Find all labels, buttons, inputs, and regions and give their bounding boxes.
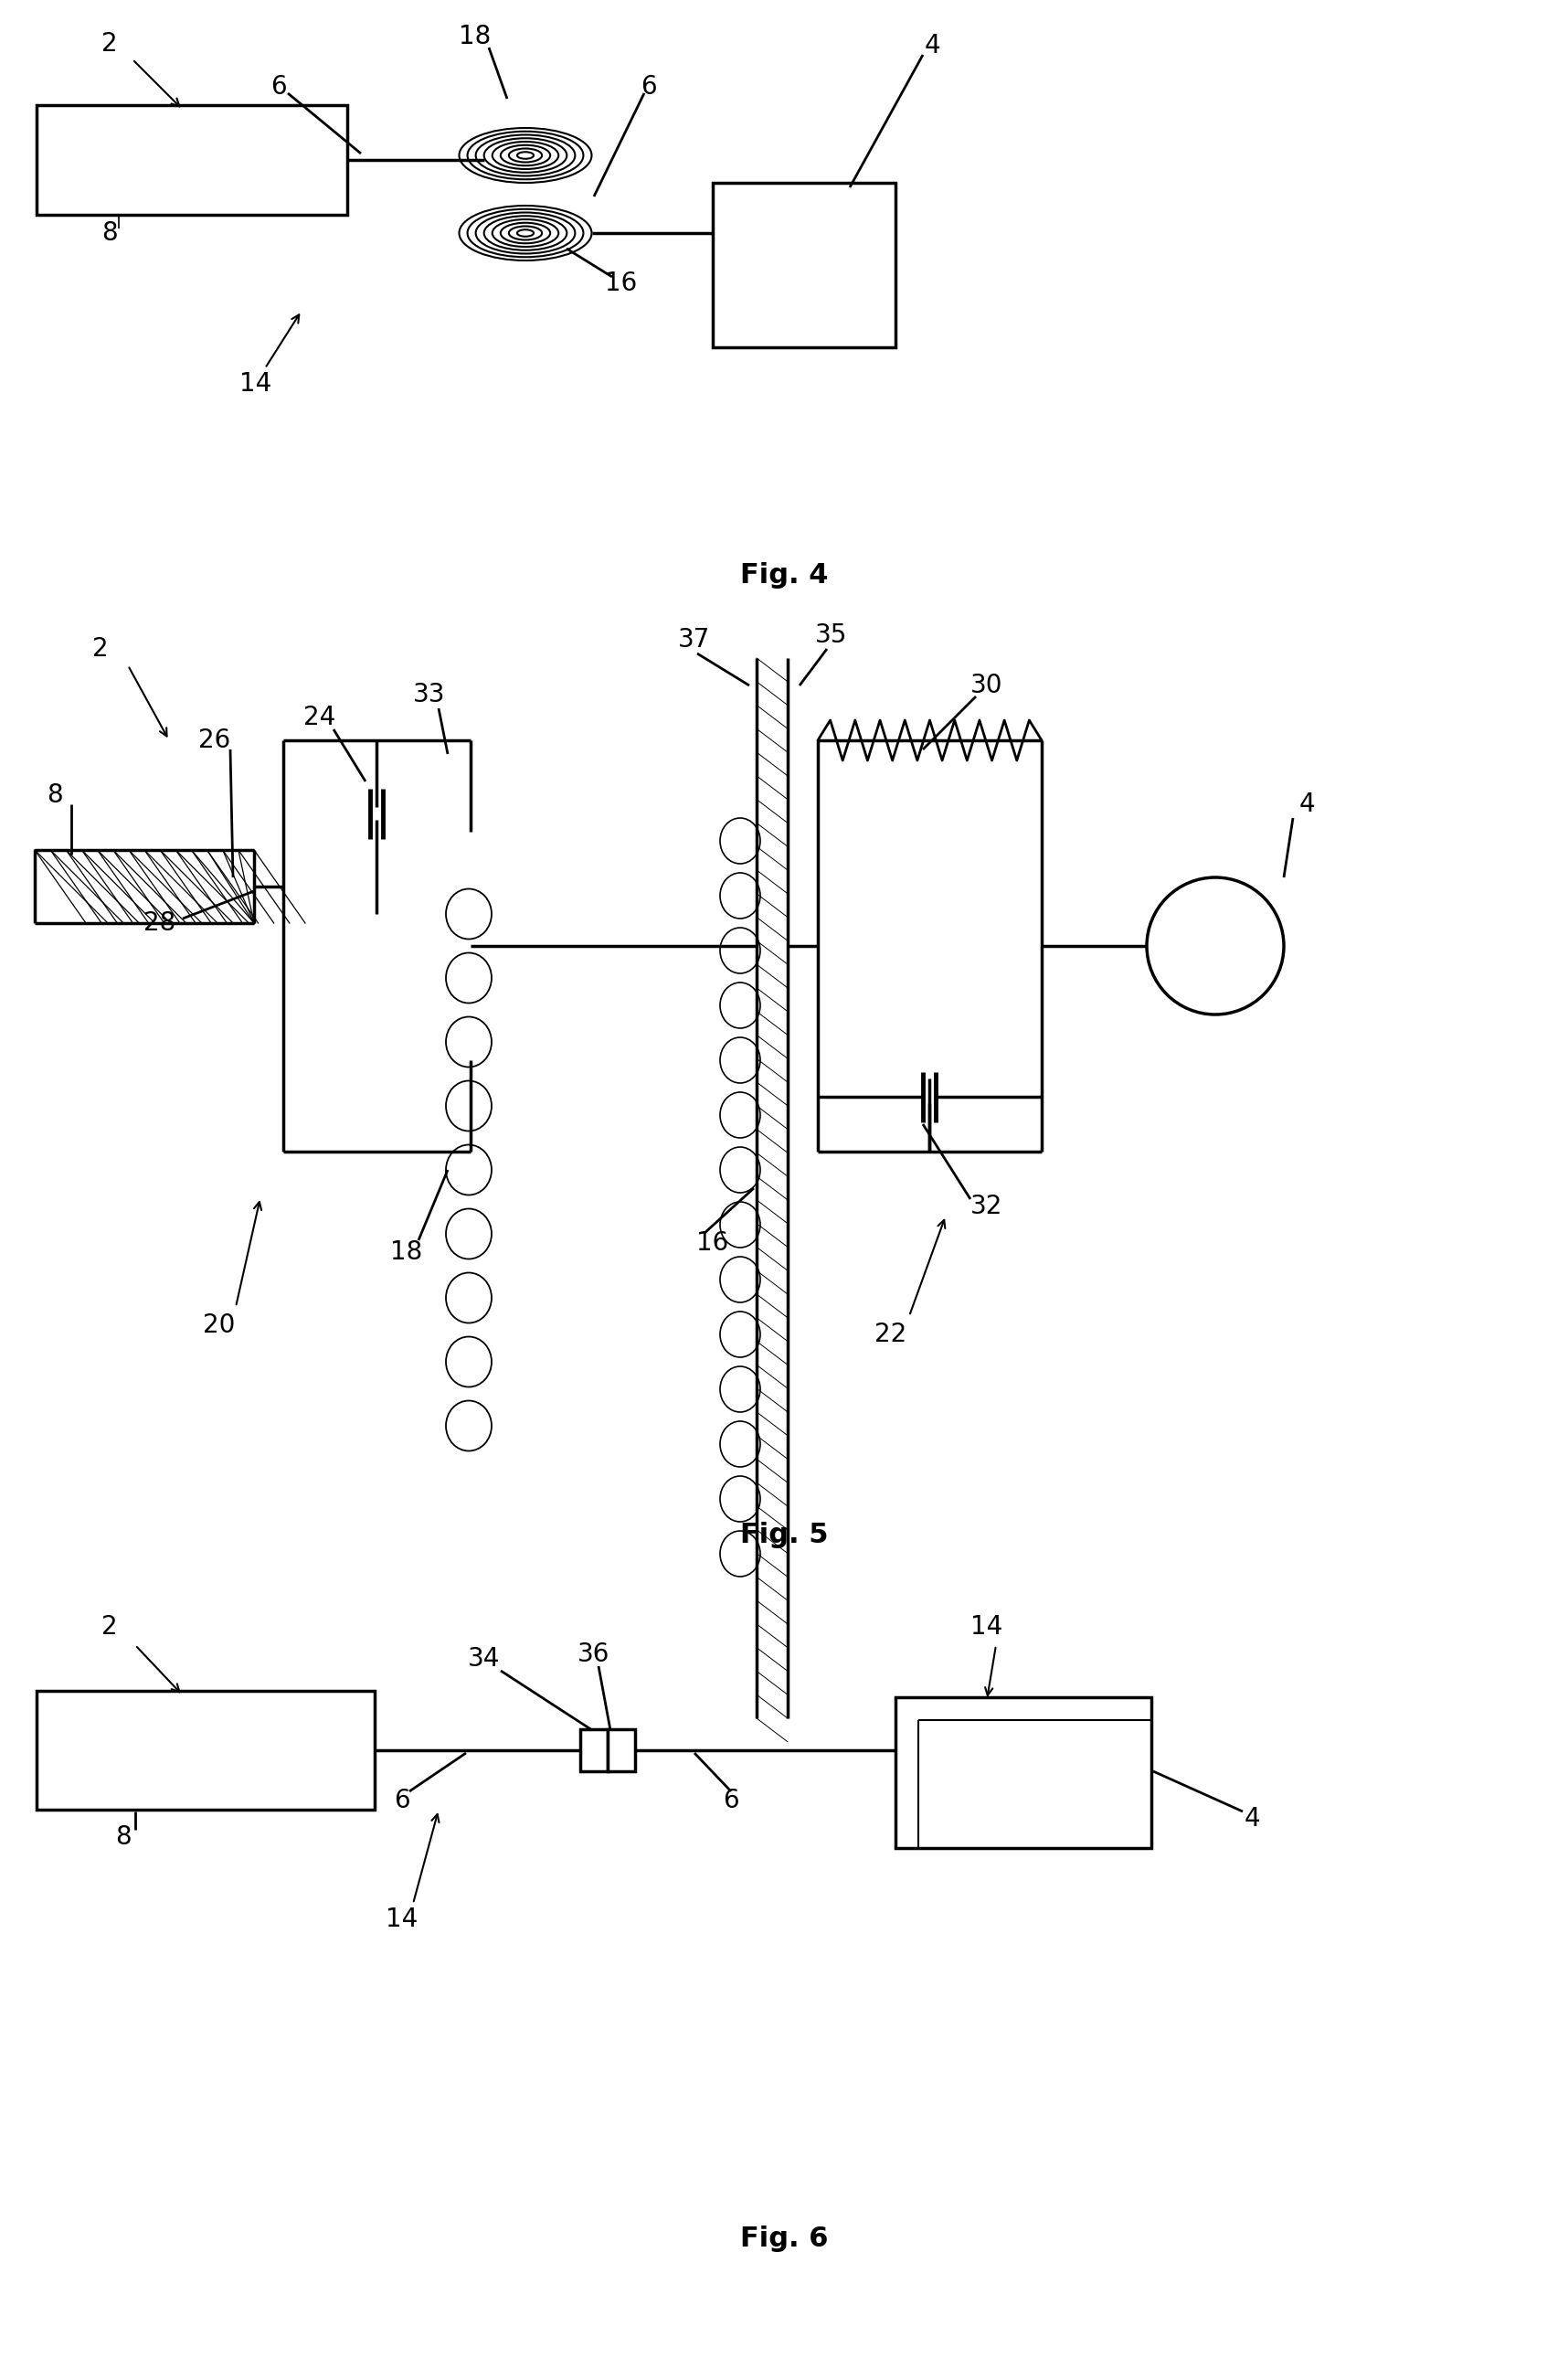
Bar [36, 104, 347, 216]
Text: 14: 14 [386, 1907, 419, 1933]
Text: 22: 22 [875, 1322, 906, 1348]
Text: 34: 34 [469, 1646, 500, 1673]
Text: 37: 37 [679, 628, 710, 651]
Circle shape [1146, 877, 1284, 1014]
Text: 2: 2 [93, 637, 108, 661]
Text: 8: 8 [47, 782, 63, 808]
Bar [580, 1729, 608, 1772]
Text: 8: 8 [102, 220, 118, 246]
Text: 8: 8 [116, 1824, 132, 1850]
Bar [895, 1696, 1151, 1848]
Text: 24: 24 [304, 704, 336, 730]
Text: Fig. 6: Fig. 6 [740, 2227, 828, 2253]
Text: 14: 14 [971, 1613, 1004, 1639]
Text: 30: 30 [971, 673, 1004, 699]
Text: 4: 4 [1243, 1805, 1261, 1831]
Bar [36, 1691, 375, 1810]
Text: 4: 4 [924, 33, 941, 59]
Text: 16: 16 [605, 270, 638, 296]
Text: 14: 14 [240, 372, 271, 396]
Text: 16: 16 [696, 1230, 729, 1256]
Text: 18: 18 [390, 1239, 423, 1265]
Text: 28: 28 [144, 910, 176, 936]
Bar [713, 182, 895, 348]
Text: 6: 6 [723, 1789, 739, 1812]
Text: 36: 36 [577, 1642, 610, 1668]
Text: 26: 26 [199, 727, 230, 753]
Text: 20: 20 [204, 1312, 235, 1338]
Text: 6: 6 [271, 73, 287, 99]
Text: 33: 33 [414, 682, 445, 708]
Text: 2: 2 [102, 31, 118, 57]
Text: 6: 6 [641, 73, 657, 99]
Text: 32: 32 [971, 1194, 1004, 1220]
Text: Fig. 5: Fig. 5 [740, 1523, 828, 1549]
Text: 18: 18 [459, 24, 491, 50]
Text: 2: 2 [102, 1613, 118, 1639]
Text: 35: 35 [815, 623, 848, 649]
Text: 4: 4 [1298, 791, 1314, 817]
Bar [608, 1729, 635, 1772]
Text: 6: 6 [394, 1789, 411, 1812]
Text: Fig. 4: Fig. 4 [740, 561, 828, 590]
